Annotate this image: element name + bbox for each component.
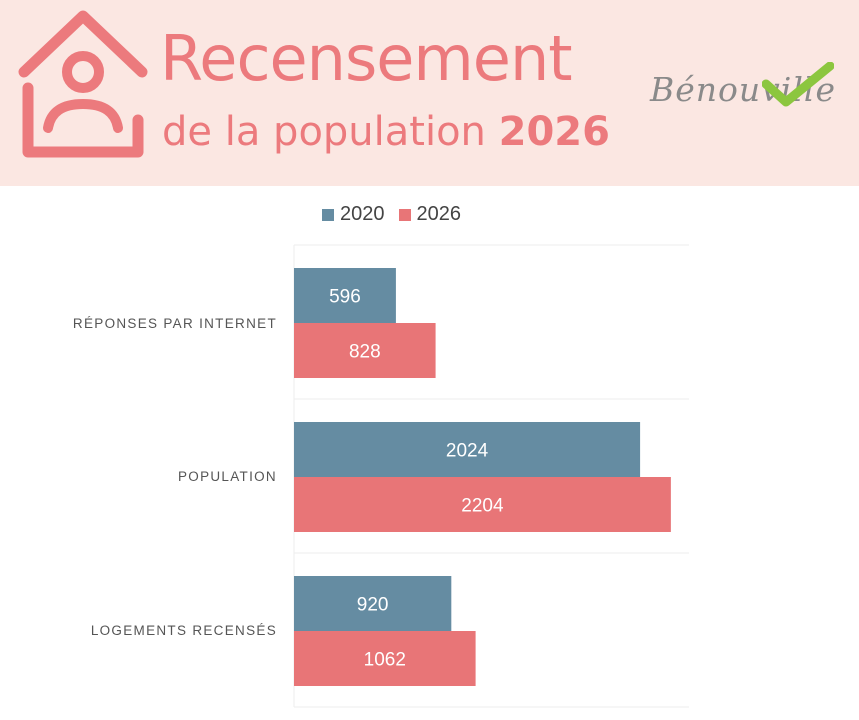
checkmark-icon [762,62,834,107]
bar-2020-2 [294,576,452,631]
banner-subtitle-text: de la population [162,109,486,155]
bar-value-label: 2024 [446,441,489,462]
benouville-logo: Bénouville [650,62,850,132]
header-banner: Recensement de la population 2026 Bénouv… [0,0,859,186]
category-label-reponses: RÉPONSES PAR INTERNET [72,316,277,331]
banner-title: Recensement [160,22,573,95]
legend-item-2020: 2020 [322,203,385,226]
legend-label-2026: 2026 [416,203,462,225]
chart-legend: 2020 2026 [322,203,475,226]
bar-2020-0 [294,268,396,323]
legend-item-2026: 2026 [398,203,462,226]
category-label-population: POPULATION [177,469,277,484]
bar-2026-2 [294,631,476,686]
house-person-icon [18,10,148,158]
bar-value-label: 920 [357,595,389,616]
bar-2026-1 [294,477,671,532]
legend-label-2020: 2020 [340,203,385,225]
category-label-logements: LOGEMENTS RECENSÉS [90,623,277,638]
banner-subtitle: de la population 2026 [162,112,610,152]
banner-year: 2026 [498,109,610,155]
bar-value-label: 1062 [364,650,406,671]
bar-value-label: 2204 [461,496,504,517]
bar-2026-0 [294,323,436,378]
bar-2020-1 [294,422,641,477]
legend-swatch-2020 [322,208,334,221]
legend-swatch-2026 [398,208,411,221]
bar-value-label: 596 [329,287,361,308]
bar-value-label: 828 [349,342,381,363]
